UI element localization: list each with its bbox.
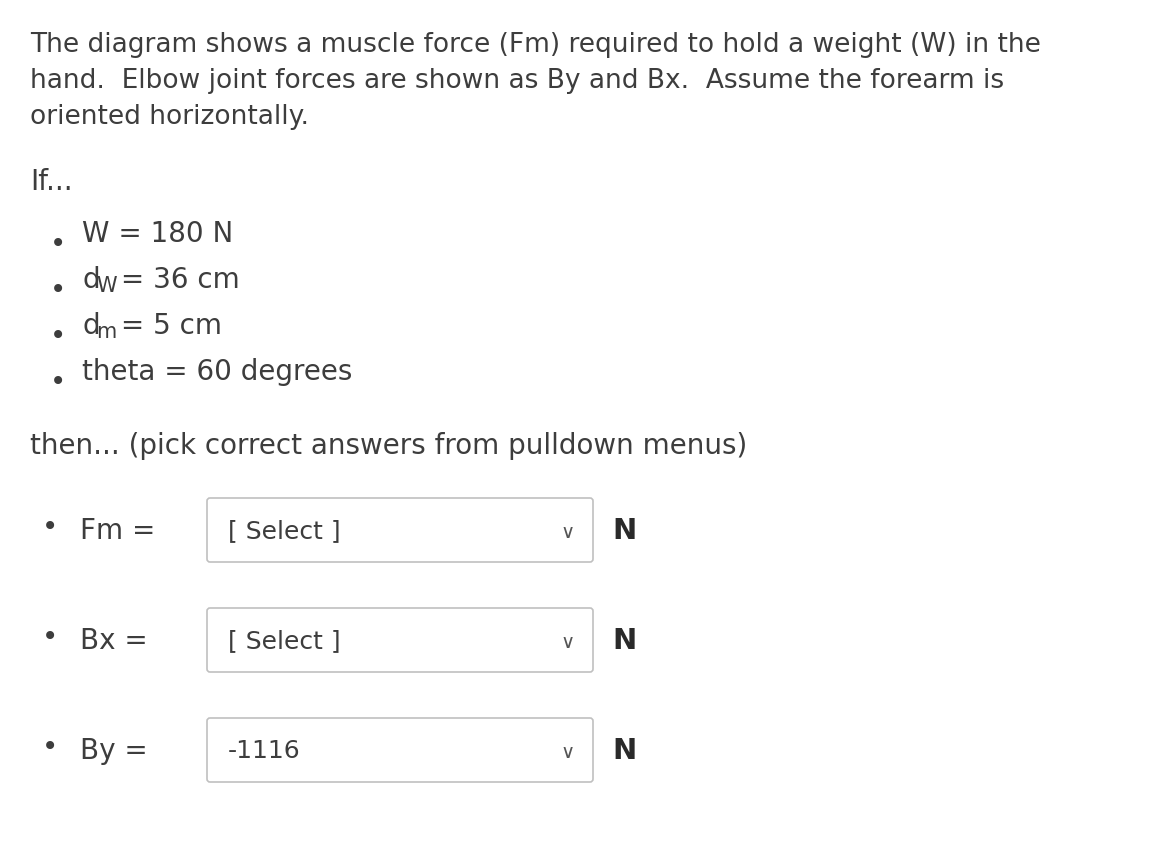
Text: By =: By = <box>79 736 147 764</box>
Text: m: m <box>96 322 116 341</box>
Text: oriented horizontally.: oriented horizontally. <box>30 104 309 130</box>
Text: •: • <box>41 513 58 540</box>
FancyBboxPatch shape <box>207 608 593 672</box>
Text: The diagram shows a muscle force (Fm) required to hold a weight (W) in the: The diagram shows a muscle force (Fm) re… <box>30 32 1041 58</box>
Text: hand.  Elbow joint forces are shown as By and Bx.  Assume the forearm is: hand. Elbow joint forces are shown as By… <box>30 68 1005 94</box>
Text: d: d <box>82 265 99 293</box>
Text: -1116: -1116 <box>228 738 301 762</box>
Text: ∨: ∨ <box>561 633 575 652</box>
Text: theta = 60 degrees: theta = 60 degrees <box>82 357 353 386</box>
Text: •: • <box>50 276 66 304</box>
Text: W = 180 N: W = 180 N <box>82 220 233 247</box>
Text: N: N <box>612 626 636 654</box>
Text: Fm =: Fm = <box>79 516 156 544</box>
Text: = 36 cm: = 36 cm <box>112 265 240 293</box>
Text: W: W <box>96 276 116 296</box>
Text: [ Select ]: [ Select ] <box>228 629 341 653</box>
Text: •: • <box>50 322 66 350</box>
Text: d: d <box>82 311 99 339</box>
Text: then... (pick correct answers from pulldown menus): then... (pick correct answers from pulld… <box>30 432 748 460</box>
Text: N: N <box>612 736 636 764</box>
Text: If...: If... <box>30 168 73 196</box>
Text: Bx =: Bx = <box>79 626 147 654</box>
Text: N: N <box>612 516 636 544</box>
Text: •: • <box>50 229 66 258</box>
Text: •: • <box>50 368 66 396</box>
Text: •: • <box>41 623 58 650</box>
Text: ∨: ∨ <box>561 743 575 762</box>
FancyBboxPatch shape <box>207 498 593 562</box>
Text: = 5 cm: = 5 cm <box>112 311 222 339</box>
Text: •: • <box>41 732 58 760</box>
FancyBboxPatch shape <box>207 718 593 782</box>
Text: [ Select ]: [ Select ] <box>228 519 341 543</box>
Text: ∨: ∨ <box>561 523 575 542</box>
